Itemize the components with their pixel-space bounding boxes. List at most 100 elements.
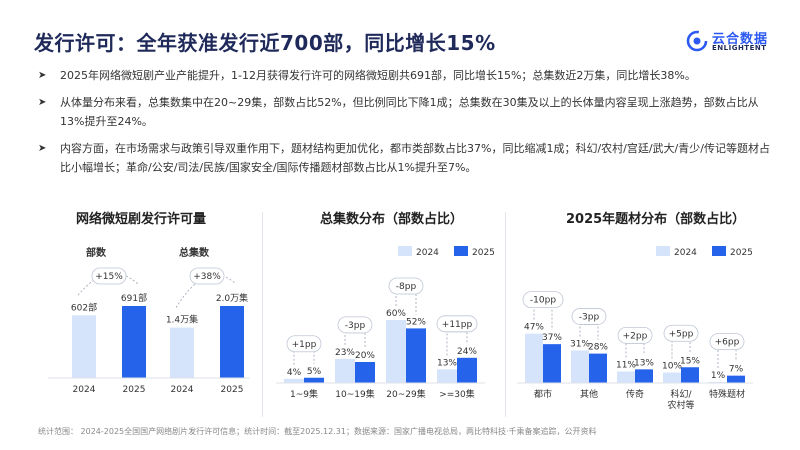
chart2-value-label: 4% [287, 368, 302, 378]
chart2-category-label: 10~19集 [335, 388, 374, 400]
chart2-value-label: 23% [335, 348, 355, 358]
chart3-change-connector [671, 340, 691, 359]
chart3-change-label: -3pp [579, 312, 600, 322]
chart1-growth-label-bubble [189, 267, 225, 285]
chart1-value-label: 691部 [121, 292, 147, 304]
chart3-value-label: 7% [729, 365, 744, 375]
chart3-bar-2025 [727, 375, 745, 383]
chart3-category-label: 特殊题材 [709, 388, 745, 400]
chart2-change-label: +11pp [442, 320, 473, 330]
chart2-bar-2025 [406, 328, 426, 383]
chart3-bar-2024 [617, 371, 635, 383]
chart1-category-label: 2024 [73, 385, 96, 395]
logo-text-en: ENLIGHTENT [712, 44, 767, 52]
chart3-value-label: 37% [542, 333, 562, 343]
chart1-growth-label: +15% [95, 272, 123, 282]
chart3-value-label: 15% [680, 356, 700, 366]
chart3-legend-swatch [656, 246, 670, 256]
summary-bullets: ➤ 2025年网络微短剧产业产能提升，1-12月获得发行许可的网络微短剧共691… [38, 66, 778, 185]
chart2-category-label: >=30集 [439, 388, 475, 400]
panel-divider [262, 212, 263, 417]
chart2-change-label-bubble [388, 277, 424, 295]
chart2-value-label: 20% [355, 351, 375, 361]
chart3-change-connector [717, 349, 737, 368]
logo-text-cn: 云合数据 [712, 32, 769, 47]
chart3-bar-2024 [525, 333, 543, 383]
chart2-change-label: -3pp [345, 321, 366, 331]
chart3-legend-label: 2024 [674, 248, 697, 258]
chart1-growth-label: +38% [193, 272, 221, 282]
chart2-change-label-bubble [286, 335, 322, 353]
logo-mark-icon [686, 30, 708, 52]
chart3-category-label: 农村等 [667, 399, 694, 411]
chart3-change-connector [579, 324, 599, 340]
chart1-value-label: 1.4万集 [166, 314, 198, 326]
chart3-change-label-bubble [617, 326, 653, 344]
chart1-growth-arrow [175, 274, 237, 308]
chart3-category-label: 科幻/ [670, 388, 692, 400]
chart2-change-label: -8pp [396, 282, 417, 292]
chart3-change-label: +2pp [623, 331, 648, 341]
chart2-legend-swatch [454, 246, 468, 256]
chart1-category-label: 2025 [221, 385, 244, 395]
chart1-value-label: 2.0万集 [216, 292, 248, 304]
chart3-change-label-bubble [709, 333, 745, 351]
chart3-value-label: 11% [616, 360, 636, 370]
chart3-change-connector [625, 342, 645, 358]
chart1-category-label: 2024 [171, 385, 194, 395]
chart3-category-label: 其他 [580, 388, 598, 400]
chart2-bar-2025 [304, 377, 324, 383]
chart2-change-label-bubble [337, 316, 373, 334]
chart1-bar [220, 306, 244, 378]
chart2-value-label: 52% [406, 317, 426, 327]
bullet-text: 内容方面，在市场需求与政策引导双重作用下，题材结构更加优化，都市类部数占比37%… [60, 142, 770, 174]
chart2-bar-2024 [284, 378, 304, 383]
chart1-value-label: 602部 [71, 301, 97, 313]
chart2-change-label: +1pp [292, 340, 317, 350]
chart3-value-label: 1% [711, 371, 726, 381]
chart3-category-label: 都市 [534, 388, 552, 400]
panel-divider [505, 212, 506, 417]
chart1-group-label: 部数 [86, 246, 107, 259]
chart2-bar-2024 [437, 369, 457, 383]
chart1-group-label: 总集数 [179, 246, 210, 259]
footnote: 统计范围： 2024-2025全国国产网络剧片发行许可信息；统计时间：截至202… [38, 427, 597, 436]
chart2-change-connector [293, 351, 315, 365]
chart3-bar-2025 [635, 369, 653, 383]
chart2-change-label-bubble [436, 315, 478, 333]
chart2-bar-2024 [386, 320, 406, 383]
brand-logo: 云合数据 ENLIGHTENT [686, 28, 778, 56]
chart2-value-label: 13% [437, 358, 457, 368]
chart3-change-label: -10pp [530, 296, 556, 306]
bullet-item: ➤ 从体量分布来看，总集数集中在20~29集，部数占比52%，但比例同比下降1成… [38, 93, 778, 131]
chart3-value-label: 31% [570, 339, 590, 349]
chart2-category-label: 1~9集 [290, 388, 318, 400]
chart1-category-label: 2025 [123, 385, 146, 395]
chart3-value-label: 13% [634, 358, 654, 368]
chart2-legend-label: 2024 [416, 248, 439, 258]
bullet-text: 2025年网络微短剧产业产能提升，1-12月获得发行许可的网络微短剧共691部，… [60, 69, 696, 82]
chart3-value-label: 47% [524, 323, 544, 333]
chart1-title: 网络微短剧发行许可量 [76, 212, 207, 227]
chart3-change-label: +5pp [669, 329, 694, 339]
chart3-bar-2025 [543, 344, 561, 383]
chart3-bar-2024 [709, 381, 727, 383]
chart3-legend-swatch [712, 246, 726, 256]
chart2-bar-2025 [355, 362, 375, 383]
chart3-bar-2024 [571, 350, 589, 383]
chart3-value-label: 28% [588, 343, 608, 353]
chart3-legend-label: 2025 [730, 248, 753, 258]
chart1-growth-label-bubble [91, 267, 127, 285]
chart1-bar [122, 306, 146, 378]
bullet-item: ➤ 内容方面，在市场需求与政策引导双重作用下，题材结构更加优化，都市类部数占比3… [38, 139, 778, 177]
chart1-bar [170, 327, 194, 378]
arrow-bullet-icon: ➤ [38, 97, 47, 108]
chart2-value-label: 24% [457, 347, 477, 357]
chart2-change-connector [344, 332, 366, 348]
arrow-bullet-icon: ➤ [38, 70, 47, 81]
chart2-value-label: 60% [386, 309, 406, 319]
chart1-bar [72, 315, 96, 378]
chart3-change-label-bubble [522, 291, 564, 309]
chart3-change-label: +6pp [715, 338, 740, 348]
